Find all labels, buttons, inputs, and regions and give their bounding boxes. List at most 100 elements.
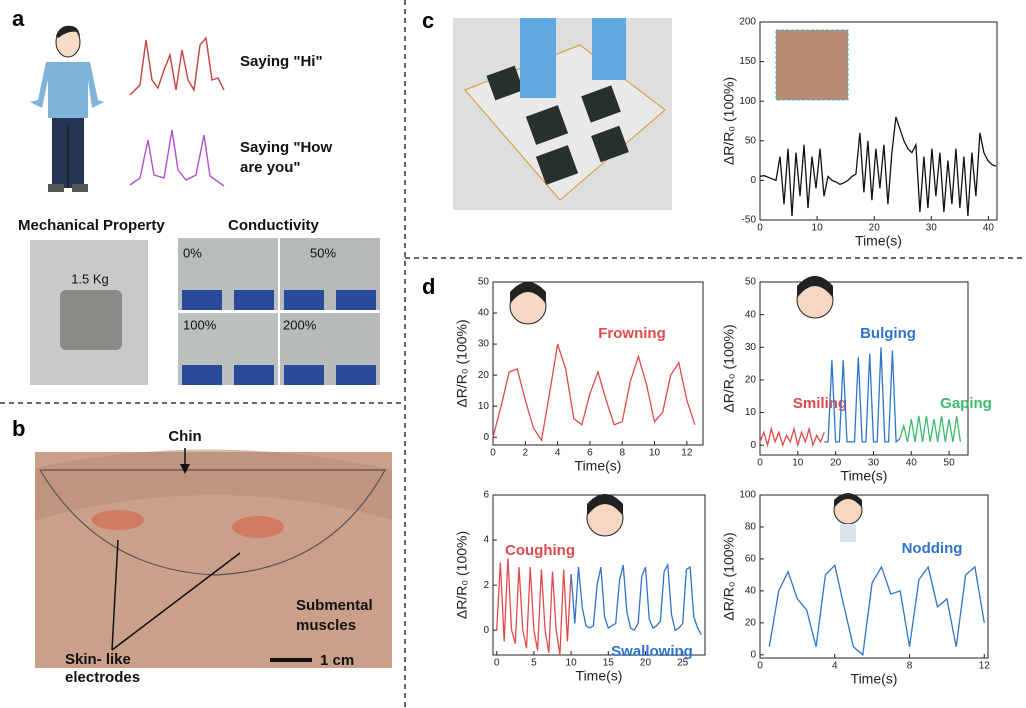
face-icon	[509, 282, 547, 325]
x-tick-label: 30	[868, 458, 880, 469]
x-tick-label: 20	[640, 658, 652, 669]
y-tick-label: 40	[745, 309, 757, 320]
face-icon	[586, 494, 624, 537]
photo-grid	[178, 238, 380, 385]
photo-shade	[35, 449, 392, 520]
series-line	[759, 426, 825, 448]
x-tick-label: 25	[677, 658, 689, 669]
arrow	[111, 539, 119, 651]
photo-label: 1.5 Kg	[71, 271, 109, 286]
series-line	[759, 116, 997, 217]
panel-label: c	[422, 8, 434, 33]
x-tick-label: 0	[757, 458, 763, 469]
y-tick-label: 40	[478, 308, 490, 319]
x-tick-label: 10	[812, 223, 824, 234]
inset-photo	[775, 29, 849, 101]
x-tick-label: 50	[944, 458, 956, 469]
y-tick-label: 40	[745, 586, 757, 597]
x-axis-label: Time(s)	[841, 468, 888, 484]
person-illustration	[30, 25, 104, 192]
x-tick-label: 30	[926, 223, 938, 234]
y-axis-label: ΔR/R₀ (100%)	[721, 77, 737, 165]
y-axis-label: ΔR/R₀ (100%)	[721, 324, 737, 412]
y-tick-label: 0	[750, 440, 756, 451]
series-line	[492, 343, 696, 443]
series-annotation: Bulging	[860, 325, 916, 342]
electrode	[232, 516, 284, 538]
panel-label: b	[12, 416, 25, 441]
x-tick-label: 20	[869, 223, 881, 234]
series-line	[824, 347, 901, 444]
panel-label: a	[12, 6, 25, 31]
x-tick-label: 15	[603, 658, 615, 669]
x-axis-label: Time(s)	[855, 233, 902, 249]
series-line	[496, 558, 572, 656]
x-tick-label: 8	[619, 448, 625, 459]
x-tick-label: 40	[983, 223, 995, 234]
y-tick-label: 6	[483, 490, 489, 501]
y-tick-label: 30	[478, 339, 490, 350]
x-axis-label: Time(s)	[575, 458, 622, 474]
x-tick-label: 12	[681, 448, 693, 459]
caption: muscles	[296, 617, 356, 634]
y-tick-label: 50	[745, 277, 757, 288]
y-tick-label: 60	[745, 554, 757, 565]
series-annotation: Gaping	[940, 395, 992, 412]
x-tick-label: 4	[832, 661, 838, 672]
x-tick-label: 8	[907, 661, 913, 672]
electrode	[92, 510, 144, 530]
caption: Submental	[296, 597, 373, 614]
electrode-film	[38, 469, 387, 576]
photo-label: 200%	[283, 317, 317, 332]
x-tick-label: 10	[792, 458, 804, 469]
y-axis-label: ΔR/R₀ (100%)	[454, 319, 470, 407]
plot-frame	[759, 494, 989, 659]
x-tick-label: 0	[757, 661, 763, 672]
y-axis-label: ΔR/R₀ (100%)	[454, 531, 470, 619]
signal-sketch	[129, 36, 225, 96]
y-tick-label: 50	[478, 277, 490, 288]
panel-label: d	[422, 274, 435, 299]
caption: Conductivity	[228, 217, 319, 234]
plot-frame	[759, 21, 998, 221]
x-tick-label: 40	[906, 458, 918, 469]
y-tick-label: 0	[750, 175, 756, 186]
x-tick-label: 4	[555, 448, 561, 459]
caption: 1 cm	[320, 652, 354, 669]
caption: Skin- like	[65, 651, 131, 668]
photo-label: 100%	[183, 317, 217, 332]
series-annotation: Nodding	[902, 540, 963, 557]
y-tick-label: 150	[739, 56, 756, 67]
plot-frame	[492, 494, 706, 656]
x-tick-label: 0	[494, 658, 500, 669]
x-tick-label: 10	[566, 658, 578, 669]
photo-sensor	[464, 18, 666, 201]
y-tick-label: 20	[745, 375, 757, 386]
photo-label: 0%	[183, 245, 202, 260]
y-tick-label: 20	[478, 370, 490, 381]
series-line	[768, 563, 985, 657]
y-tick-label: 200	[739, 17, 756, 28]
y-tick-label: 80	[745, 522, 757, 533]
caption: Saying "How	[240, 139, 332, 156]
y-tick-label: 50	[745, 135, 757, 146]
x-tick-label: 12	[979, 661, 991, 672]
y-tick-label: 10	[745, 407, 757, 418]
x-tick-label: 2	[523, 448, 529, 459]
y-axis-label: ΔR/R₀ (100%)	[721, 532, 737, 620]
y-tick-label: -50	[742, 215, 757, 226]
arrow	[111, 552, 241, 651]
series-line	[570, 562, 702, 636]
y-tick-label: 100	[739, 490, 756, 501]
series-line	[899, 415, 962, 443]
x-tick-label: 5	[531, 658, 537, 669]
y-tick-label: 100	[739, 96, 756, 107]
x-axis-label: Time(s)	[851, 671, 898, 687]
photo-weight	[60, 290, 122, 350]
photo-label: 50%	[310, 245, 336, 260]
x-tick-label: 0	[757, 223, 763, 234]
x-tick-label: 10	[649, 448, 661, 459]
y-tick-label: 0	[483, 625, 489, 636]
caption: electrodes	[65, 669, 140, 686]
